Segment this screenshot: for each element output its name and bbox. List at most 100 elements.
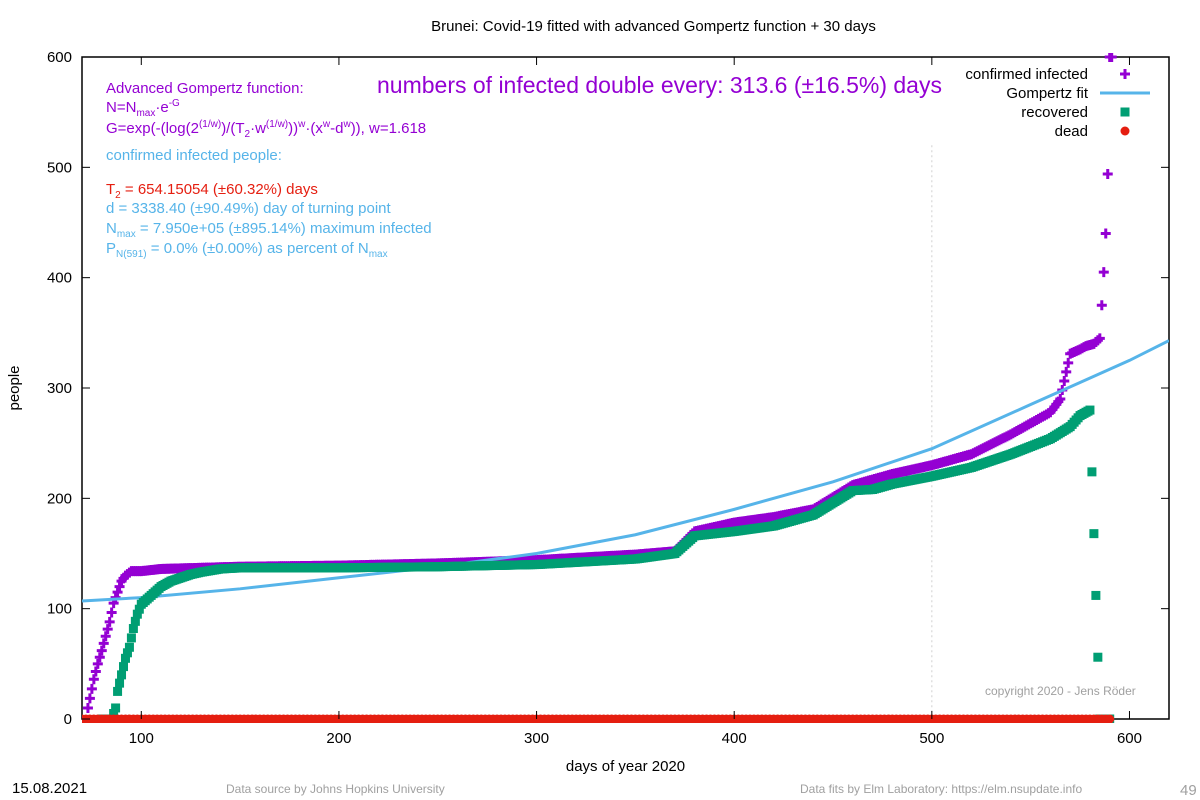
point-marker bbox=[88, 674, 99, 685]
point-marker bbox=[1098, 267, 1109, 278]
formula-sup: w bbox=[298, 119, 306, 130]
p-line: PN(591) = 0.0% (±0.00%) as percent of Nm… bbox=[106, 240, 388, 260]
point-marker bbox=[1055, 394, 1066, 405]
point-marker bbox=[1087, 467, 1097, 477]
y-axis-label: people bbox=[6, 365, 23, 410]
point-marker bbox=[1089, 529, 1099, 539]
d-line-text: d = 3338.40 (±90.49%) day of turning poi… bbox=[106, 200, 391, 217]
legend-label: Gompertz fit bbox=[1006, 85, 1089, 102]
point-marker bbox=[1094, 333, 1105, 344]
copyright-text: copyright 2020 - Jens Röder bbox=[985, 684, 1136, 698]
point-marker bbox=[1061, 366, 1072, 377]
point-marker bbox=[1102, 168, 1113, 179]
legend-label: dead bbox=[1055, 123, 1088, 140]
formula-part: P bbox=[106, 240, 117, 257]
point-marker bbox=[1120, 107, 1130, 117]
doubling-annotation: numbers of infected double every: 313.6 … bbox=[377, 72, 942, 99]
point-marker bbox=[111, 703, 121, 713]
fit-curve bbox=[82, 339, 1169, 603]
confirmed-title-text: confirmed infected people: bbox=[106, 147, 282, 164]
formula-part: = 0.0% (±0.00%) as percent of N bbox=[146, 240, 369, 257]
formula-part: )), w=1.618 bbox=[350, 120, 427, 137]
point-marker bbox=[92, 658, 103, 669]
point-marker bbox=[119, 662, 129, 672]
legend-label: confirmed infected bbox=[965, 66, 1088, 83]
point-marker bbox=[115, 678, 125, 688]
gompertz-title-text: Advanced Gompertz function: bbox=[106, 80, 304, 97]
footer-page-number: 49 bbox=[1180, 782, 1197, 799]
point-marker bbox=[124, 642, 134, 652]
gompertz-n-formula: N=Nmax·e-G bbox=[106, 98, 180, 119]
formula-sup: (1/w) bbox=[198, 119, 222, 130]
footer-source: Data source by Johns Hopkins University bbox=[226, 782, 445, 796]
formula-sub: N(591) bbox=[116, 249, 147, 260]
formula-sub: 2 bbox=[244, 129, 251, 140]
footer-date-text: 15.08.2021 bbox=[12, 780, 88, 797]
footer-fits-text: Data fits by Elm Laboratory: https://elm… bbox=[800, 782, 1083, 796]
formula-sup: w bbox=[343, 119, 351, 130]
x-tick-label: 400 bbox=[722, 730, 747, 747]
y-tick-label: 0 bbox=[64, 711, 72, 728]
footer-date: 15.08.2021 bbox=[12, 780, 87, 797]
footer-source-text: Data source by Johns Hopkins University bbox=[226, 782, 445, 796]
point-marker bbox=[1105, 714, 1115, 723]
x-tick-label: 100 bbox=[129, 730, 154, 747]
point-marker bbox=[1059, 375, 1070, 386]
formula-part: ·(x bbox=[305, 120, 323, 137]
formula-sup: (1/w) bbox=[265, 119, 289, 130]
legend-label: recovered bbox=[1021, 104, 1088, 121]
point-marker bbox=[86, 683, 97, 694]
formula-part: -d bbox=[330, 120, 344, 137]
confirmed-title: confirmed infected people: bbox=[106, 147, 282, 164]
doubling-text: numbers of infected double every: 313.6 … bbox=[377, 72, 942, 98]
t2-line: T2 = 654.15054 (±60.32%) days bbox=[106, 181, 318, 201]
point-marker bbox=[134, 604, 144, 614]
point-marker bbox=[128, 624, 138, 634]
formula-part: N=N bbox=[106, 99, 137, 116]
gompertz-g-formula: G=exp(-(log(2(1/w))/(T2·w(1/w)))w·(xw-dw… bbox=[106, 119, 426, 140]
x-axis-label: days of year 2020 bbox=[566, 758, 685, 775]
formula-sub: max bbox=[116, 229, 136, 240]
point-marker bbox=[1093, 652, 1103, 662]
y-tick-label: 600 bbox=[47, 49, 72, 66]
point-marker bbox=[132, 609, 142, 619]
point-marker bbox=[126, 633, 136, 643]
formula-part: = 654.15054 (±60.32%) days bbox=[120, 181, 318, 198]
x-tick-label: 600 bbox=[1117, 730, 1142, 747]
nmax-line: Nmax = 7.950e+05 (±895.14%) maximum infe… bbox=[106, 220, 432, 240]
point-marker bbox=[112, 587, 123, 598]
point-marker bbox=[1085, 405, 1095, 415]
x-tick-label: 200 bbox=[326, 730, 351, 747]
point-marker bbox=[1091, 590, 1101, 600]
gompertz-title: Advanced Gompertz function: bbox=[106, 80, 304, 97]
point-marker bbox=[100, 631, 111, 642]
point-marker bbox=[1106, 53, 1117, 62]
formula-part: N bbox=[106, 220, 117, 237]
formula-part: = 7.950e+05 (±895.14%) maximum infected bbox=[135, 220, 432, 237]
point-marker bbox=[104, 616, 115, 627]
formula-part: )/(T bbox=[221, 120, 245, 137]
formula-sub: max bbox=[368, 249, 388, 260]
formula-sup: -G bbox=[168, 98, 180, 109]
x-tick-label: 300 bbox=[524, 730, 549, 747]
formula-sub: 2 bbox=[115, 190, 121, 201]
point-marker bbox=[106, 607, 117, 618]
formula-part: G=exp(-(log(2 bbox=[106, 120, 199, 137]
point-marker bbox=[122, 648, 132, 658]
y-tick-label: 100 bbox=[47, 601, 72, 618]
d-line: d = 3338.40 (±90.49%) day of turning poi… bbox=[106, 200, 391, 217]
y-tick-label: 300 bbox=[47, 380, 72, 397]
formula-part: ·e bbox=[155, 99, 169, 116]
series-recovered bbox=[97, 405, 1115, 723]
point-marker bbox=[90, 666, 101, 677]
footer-page-text: 49 bbox=[1180, 782, 1197, 799]
point-marker bbox=[1120, 126, 1130, 136]
point-marker bbox=[1063, 357, 1074, 368]
point-marker bbox=[117, 670, 127, 680]
point-marker bbox=[82, 702, 93, 713]
point-marker bbox=[84, 693, 95, 704]
y-tick-label: 200 bbox=[47, 490, 72, 507]
formula-sub: max bbox=[136, 108, 156, 119]
formula-sup: w bbox=[322, 119, 331, 130]
